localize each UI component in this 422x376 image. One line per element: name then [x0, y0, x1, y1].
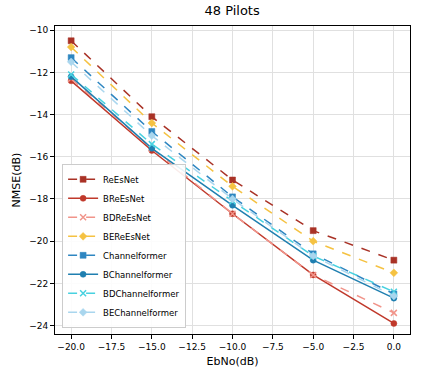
svg-text:−5.0: −5.0 — [302, 342, 324, 352]
svg-text:−16: −16 — [29, 152, 48, 162]
svg-text:EbNo(dB): EbNo(dB) — [206, 355, 258, 368]
svg-text:ReEsNet: ReEsNet — [103, 175, 139, 185]
svg-text:BDChannelformer: BDChannelformer — [103, 289, 179, 299]
svg-text:−14: −14 — [29, 110, 48, 120]
svg-text:−12: −12 — [29, 68, 48, 78]
svg-text:−24: −24 — [29, 321, 48, 331]
svg-text:48 Pilots: 48 Pilots — [204, 3, 260, 18]
svg-text:−15.0: −15.0 — [138, 342, 166, 352]
svg-text:−10: −10 — [29, 25, 48, 35]
svg-text:−12.5: −12.5 — [178, 342, 206, 352]
svg-text:−10.0: −10.0 — [219, 342, 247, 352]
svg-text:−7.5: −7.5 — [262, 342, 284, 352]
svg-text:BChannelformer: BChannelformer — [103, 270, 173, 280]
svg-text:0.0: 0.0 — [387, 342, 402, 352]
svg-text:−20.0: −20.0 — [57, 342, 85, 352]
svg-text:BReEsNet: BReEsNet — [103, 194, 145, 204]
svg-text:−2.5: −2.5 — [343, 342, 365, 352]
svg-text:−22: −22 — [29, 279, 48, 289]
svg-text:NMSE(dB): NMSE(dB) — [10, 153, 23, 208]
svg-text:BEReEsNet: BEReEsNet — [103, 232, 150, 242]
svg-text:BDReEsNet: BDReEsNet — [103, 213, 152, 223]
svg-text:−20: −20 — [29, 236, 48, 246]
svg-text:−18: −18 — [29, 194, 48, 204]
svg-text:BEChannelformer: BEChannelformer — [103, 308, 178, 318]
svg-text:−17.5: −17.5 — [98, 342, 126, 352]
svg-text:Channelformer: Channelformer — [103, 251, 167, 261]
